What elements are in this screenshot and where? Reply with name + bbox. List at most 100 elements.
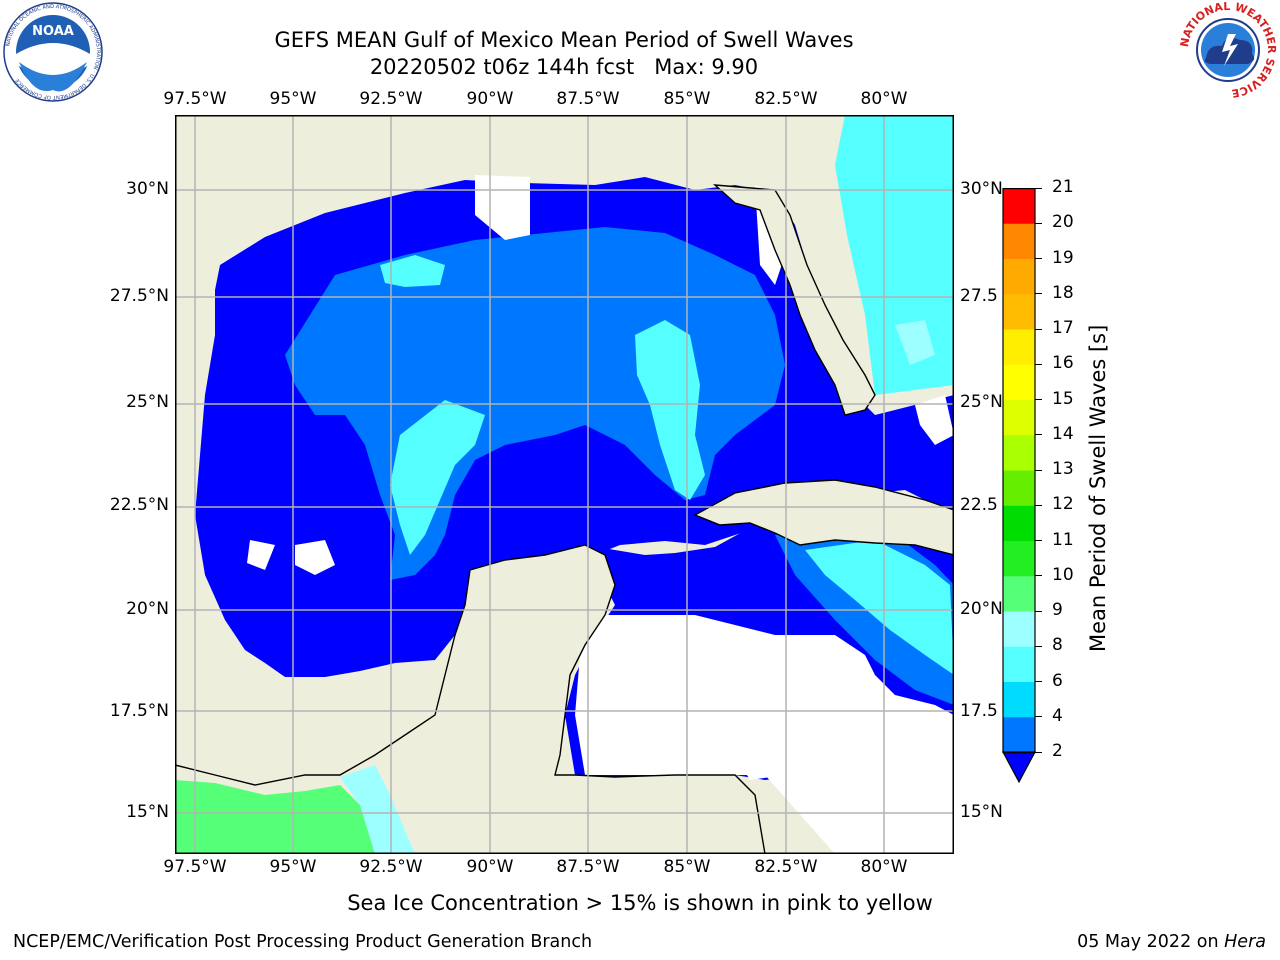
colorbar-tick-label: 21 — [1052, 177, 1074, 197]
colorbar-tick-mark — [1035, 469, 1042, 471]
colorbar-tick-mark — [1035, 363, 1042, 365]
lon-tick-top: 92.5°W — [359, 89, 423, 109]
lon-tick-top: 97.5°W — [163, 89, 227, 109]
noaa-logo-text: NOAA — [32, 24, 74, 39]
colorbar-segment — [1003, 434, 1035, 471]
colorbar-segment — [1003, 540, 1035, 577]
lat-tick-right: 22.5 — [960, 495, 998, 515]
lon-tick-top: 95°W — [269, 89, 317, 109]
colorbar-tick-label: 11 — [1052, 529, 1074, 550]
footer-date: 05 May 2022 on Hera — [1077, 932, 1266, 952]
lon-tick-top: 80°W — [860, 89, 908, 109]
colorbar-segment — [1003, 505, 1035, 541]
colorbar-tick-mark — [1035, 258, 1042, 260]
colorbar-tick-label: 12 — [1052, 494, 1074, 515]
lat-tick-right: 30°N — [960, 179, 1003, 199]
colorbar-tick-mark — [1035, 751, 1042, 753]
sea-ice-note: Sea Ice Concentration > 15% is shown in … — [347, 891, 933, 915]
lat-tick-left: 22.5°N — [109, 495, 169, 515]
map-frame — [175, 115, 954, 854]
colorbar-tick-label: 16 — [1052, 353, 1074, 374]
colorbar-label: Mean Period of Swell Waves [s] — [1086, 324, 1110, 652]
colorbar-segment — [1003, 223, 1035, 259]
colorbar-tick-mark — [1035, 399, 1042, 401]
colorbar-extend-arrow — [1002, 751, 1036, 784]
graticule — [175, 115, 954, 854]
map-svg — [175, 115, 954, 854]
colorbar-segment — [1003, 716, 1035, 753]
colorbar-segment — [1003, 470, 1035, 506]
colorbar-segment — [1003, 399, 1035, 436]
lon-tick-bottom: 82.5°W — [754, 857, 818, 877]
colorbar-tick-label: 19 — [1052, 247, 1074, 268]
colorbar-tick-mark — [1035, 187, 1042, 189]
footer-date-text: 05 May 2022 on — [1077, 932, 1225, 952]
lat-tick-right: 27.5 — [960, 286, 998, 306]
colorbar-svg — [1002, 188, 1036, 784]
colorbar-segment — [1003, 258, 1035, 295]
lon-tick-top: 85°W — [663, 89, 711, 109]
lat-tick-right: 20°N — [960, 599, 1003, 619]
colorbar-tick-mark — [1035, 293, 1042, 295]
lon-tick-top: 87.5°W — [556, 89, 620, 109]
lat-tick-left: 17.5°N — [109, 701, 169, 721]
cuba — [693, 479, 954, 556]
colorbar-segment — [1003, 329, 1035, 365]
lon-tick-bottom: 87.5°W — [556, 857, 620, 877]
colorbar-tick-label: 10 — [1052, 564, 1074, 585]
colorbar-tick-label: 20 — [1052, 212, 1074, 233]
pacific-cyan-edge — [340, 765, 415, 854]
chart-subtitle-forecast: 20220502 t06z 144h fcst Max: 9.90 — [369, 55, 759, 79]
lon-tick-bottom: 95°W — [269, 857, 317, 877]
lat-tick-right: 17.5 — [960, 701, 998, 721]
colorbar-tick-mark — [1035, 434, 1042, 436]
colorbar-tick-label: 14 — [1052, 423, 1074, 444]
colorbar-tick-mark — [1035, 645, 1042, 647]
lat-tick-left: 30°N — [126, 179, 169, 199]
colorbar-tick-label: 4 — [1052, 705, 1063, 726]
gulf-cyan-patch-west — [390, 400, 485, 555]
colorbar-tick-label: 9 — [1052, 600, 1063, 620]
colorbar-tick-mark — [1035, 504, 1042, 506]
footer-machine: Hera — [1224, 932, 1266, 952]
lon-tick-top: 90°W — [466, 89, 514, 109]
noaa-logo: NOAA NATIONAL OCEANIC AND ATMOSPHERIC AD… — [3, 2, 103, 102]
lon-tick-bottom: 97.5°W — [163, 857, 227, 877]
colorbar-tick-mark — [1035, 222, 1042, 224]
colorbar-tick-label: 17 — [1052, 318, 1074, 338]
atlantic-light-patch — [895, 320, 935, 365]
colorbar-tick-label: 18 — [1052, 282, 1074, 303]
colorbar-segment — [1003, 364, 1035, 400]
gulf-cyan-patch-north — [380, 255, 445, 287]
lat-tick-right: 15°N — [960, 802, 1003, 822]
colorbar-tick-mark — [1035, 681, 1042, 683]
yucatan-peninsula — [175, 544, 766, 854]
chart-title: GEFS MEAN Gulf of Mexico Mean Period of … — [274, 28, 854, 52]
lon-tick-bottom: 80°W — [860, 857, 908, 877]
colorbar-tick-mark — [1035, 540, 1042, 542]
lon-tick-bottom: 90°W — [466, 857, 514, 877]
colorbar-tick-mark — [1035, 328, 1042, 330]
lat-tick-left: 27.5°N — [109, 286, 169, 306]
colorbar — [1002, 188, 1036, 784]
nws-logo: NATIONAL WEATHER SERVICE — [1178, 0, 1278, 100]
lon-tick-bottom: 92.5°W — [359, 857, 423, 877]
colorbar-segment — [1003, 611, 1035, 647]
lat-tick-left: 25°N — [126, 392, 169, 412]
colorbar-segment — [1003, 293, 1035, 330]
map-plot — [175, 115, 954, 854]
colorbar-tick-mark — [1035, 575, 1042, 577]
colorbar-tick-mark — [1035, 610, 1042, 612]
colorbar-tick-label: 8 — [1052, 635, 1063, 656]
colorbar-tick-mark — [1035, 716, 1042, 718]
caribbean-cyan-band — [805, 540, 954, 675]
colorbar-tick-label: 6 — [1052, 670, 1063, 691]
colorbar-tick-label: 13 — [1052, 459, 1074, 479]
colorbar-segment — [1003, 575, 1035, 612]
no-data-regions — [247, 175, 954, 854]
lat-tick-left: 15°N — [126, 802, 169, 822]
pacific-swell-region — [175, 780, 375, 854]
colorbar-tick-label: 2 — [1052, 741, 1063, 761]
colorbar-tick-label: 15 — [1052, 388, 1074, 409]
lat-tick-right: 25°N — [960, 392, 1003, 412]
